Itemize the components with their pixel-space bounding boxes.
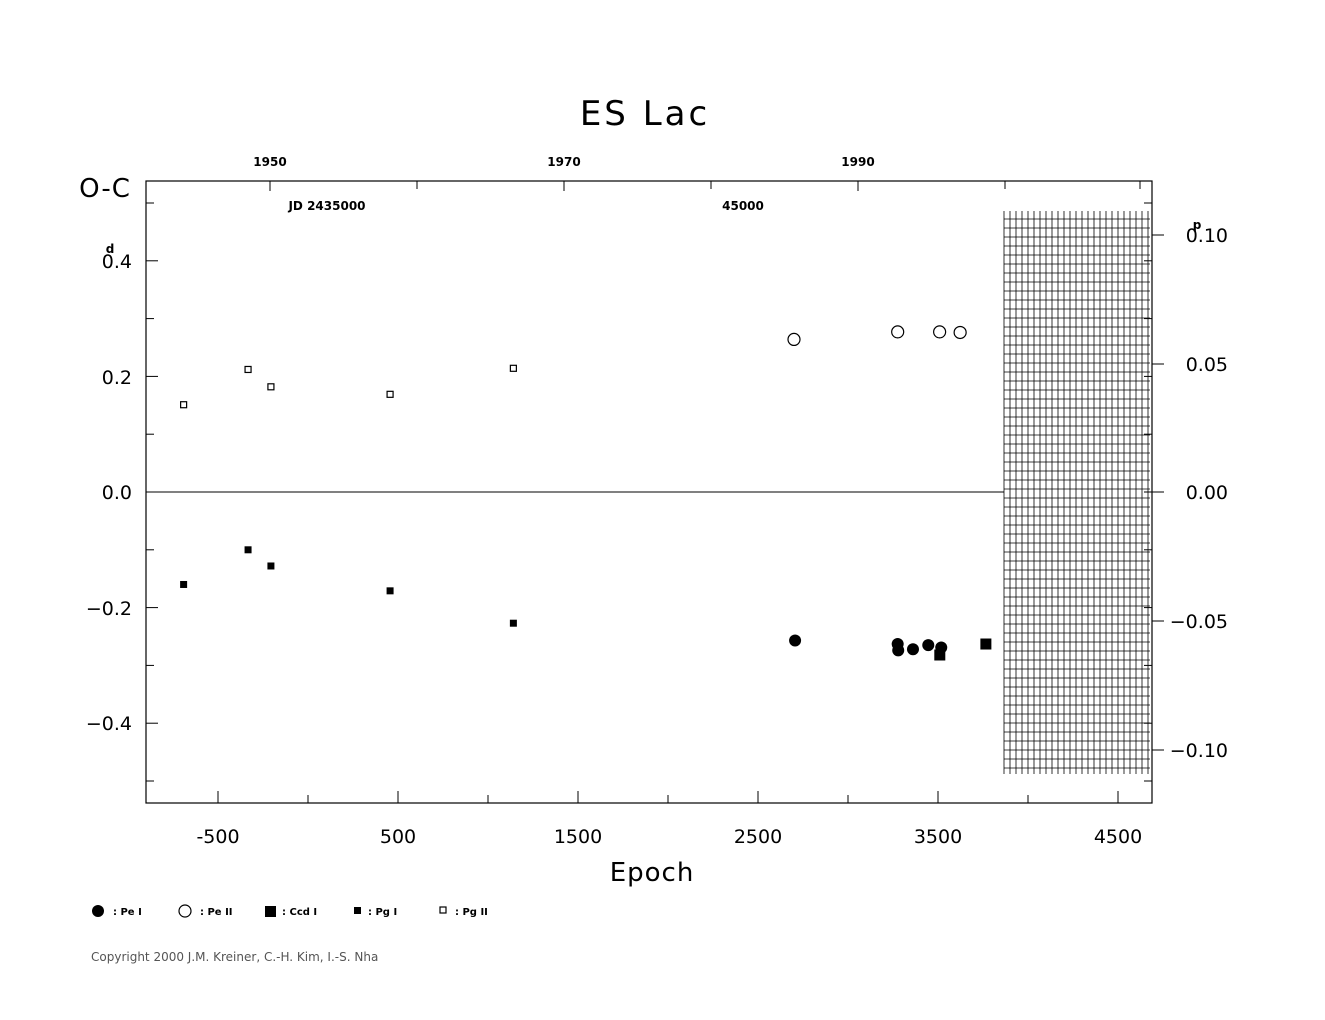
y2-tick-label: 0.10: [1186, 225, 1228, 247]
point-pg-i: [180, 580, 188, 588]
jd-label: 45000: [722, 199, 764, 213]
x-tick-label: 500: [380, 826, 416, 848]
x-tick-label: 4500: [1094, 826, 1142, 848]
legend-label: : Pg I: [368, 907, 397, 918]
y-axis-title: O-C: [79, 174, 131, 204]
point-pg-i: [267, 562, 275, 570]
legend-label: : Ccd I: [282, 907, 317, 918]
legend-label: : Pg II: [455, 907, 488, 918]
copyright-text: Copyright 2000 J.M. Kreiner, C.-H. Kim, …: [91, 950, 379, 964]
point-pg-ii: [180, 401, 188, 409]
x-tick-label: 2500: [734, 826, 782, 848]
legend-marker-pg-ii: [439, 906, 447, 914]
axis-ticks: [146, 181, 1164, 803]
x-axis-title: Epoch: [610, 858, 695, 888]
y-tick-label: −0.2: [86, 598, 132, 620]
point-ccd-i: [980, 638, 992, 650]
point-ccd-i: [934, 649, 946, 661]
point-pg-i: [386, 587, 394, 595]
legend-marker-ccd-i: [265, 906, 276, 917]
chart-title: ES Lac: [580, 94, 710, 134]
y-unit-label: d: [106, 242, 115, 256]
point-pg-ii: [267, 383, 275, 391]
y-tick-label: 0.4: [102, 251, 132, 273]
data-points: [180, 325, 992, 661]
point-pg-ii: [244, 365, 252, 374]
point-pe-i: [906, 643, 919, 656]
y2-tick-label: 0.05: [1186, 354, 1228, 376]
point-pe-i: [892, 644, 905, 657]
point-pe-ii: [953, 325, 967, 340]
point-pg-ii: [509, 364, 517, 372]
y-tick-label: 0.0: [102, 482, 132, 504]
y2-tick-label: 0.00: [1186, 482, 1228, 504]
point-pe-ii: [891, 325, 905, 339]
point-pe-i: [922, 639, 935, 652]
legend: : Pe I : Pe II : Ccd I : Pg I : Pg II: [92, 904, 488, 918]
legend-marker-pe-i: [92, 905, 104, 917]
jd-label: JD 2435000: [287, 199, 365, 213]
legend-label: : Pe I: [113, 907, 142, 918]
y-tick-label: −0.4: [86, 713, 132, 735]
y2-tick-label: −0.05: [1170, 611, 1228, 633]
legend-marker-pg-i: [354, 907, 361, 914]
y2-unit-label: p: [1193, 218, 1202, 232]
x-tick-label: 3500: [914, 826, 962, 848]
point-pe-ii: [787, 332, 801, 347]
point-pe-i: [789, 634, 802, 647]
x-tick-label: 1500: [554, 826, 602, 848]
y2-tick-label: −0.10: [1170, 740, 1228, 762]
point-pg-i: [244, 546, 252, 554]
hatched-region: [1003, 211, 1150, 774]
point-pg-ii: [386, 390, 394, 398]
point-pe-ii: [933, 325, 947, 339]
year-label: 1990: [841, 155, 874, 169]
legend-marker-pe-ii: [178, 904, 192, 918]
legend-label: : Pe II: [200, 907, 233, 918]
year-label: 1950: [253, 155, 286, 169]
point-pg-i: [509, 619, 517, 627]
y-tick-label: 0.2: [102, 367, 132, 389]
year-label: 1970: [547, 155, 580, 169]
x-tick-label: -500: [196, 826, 239, 848]
